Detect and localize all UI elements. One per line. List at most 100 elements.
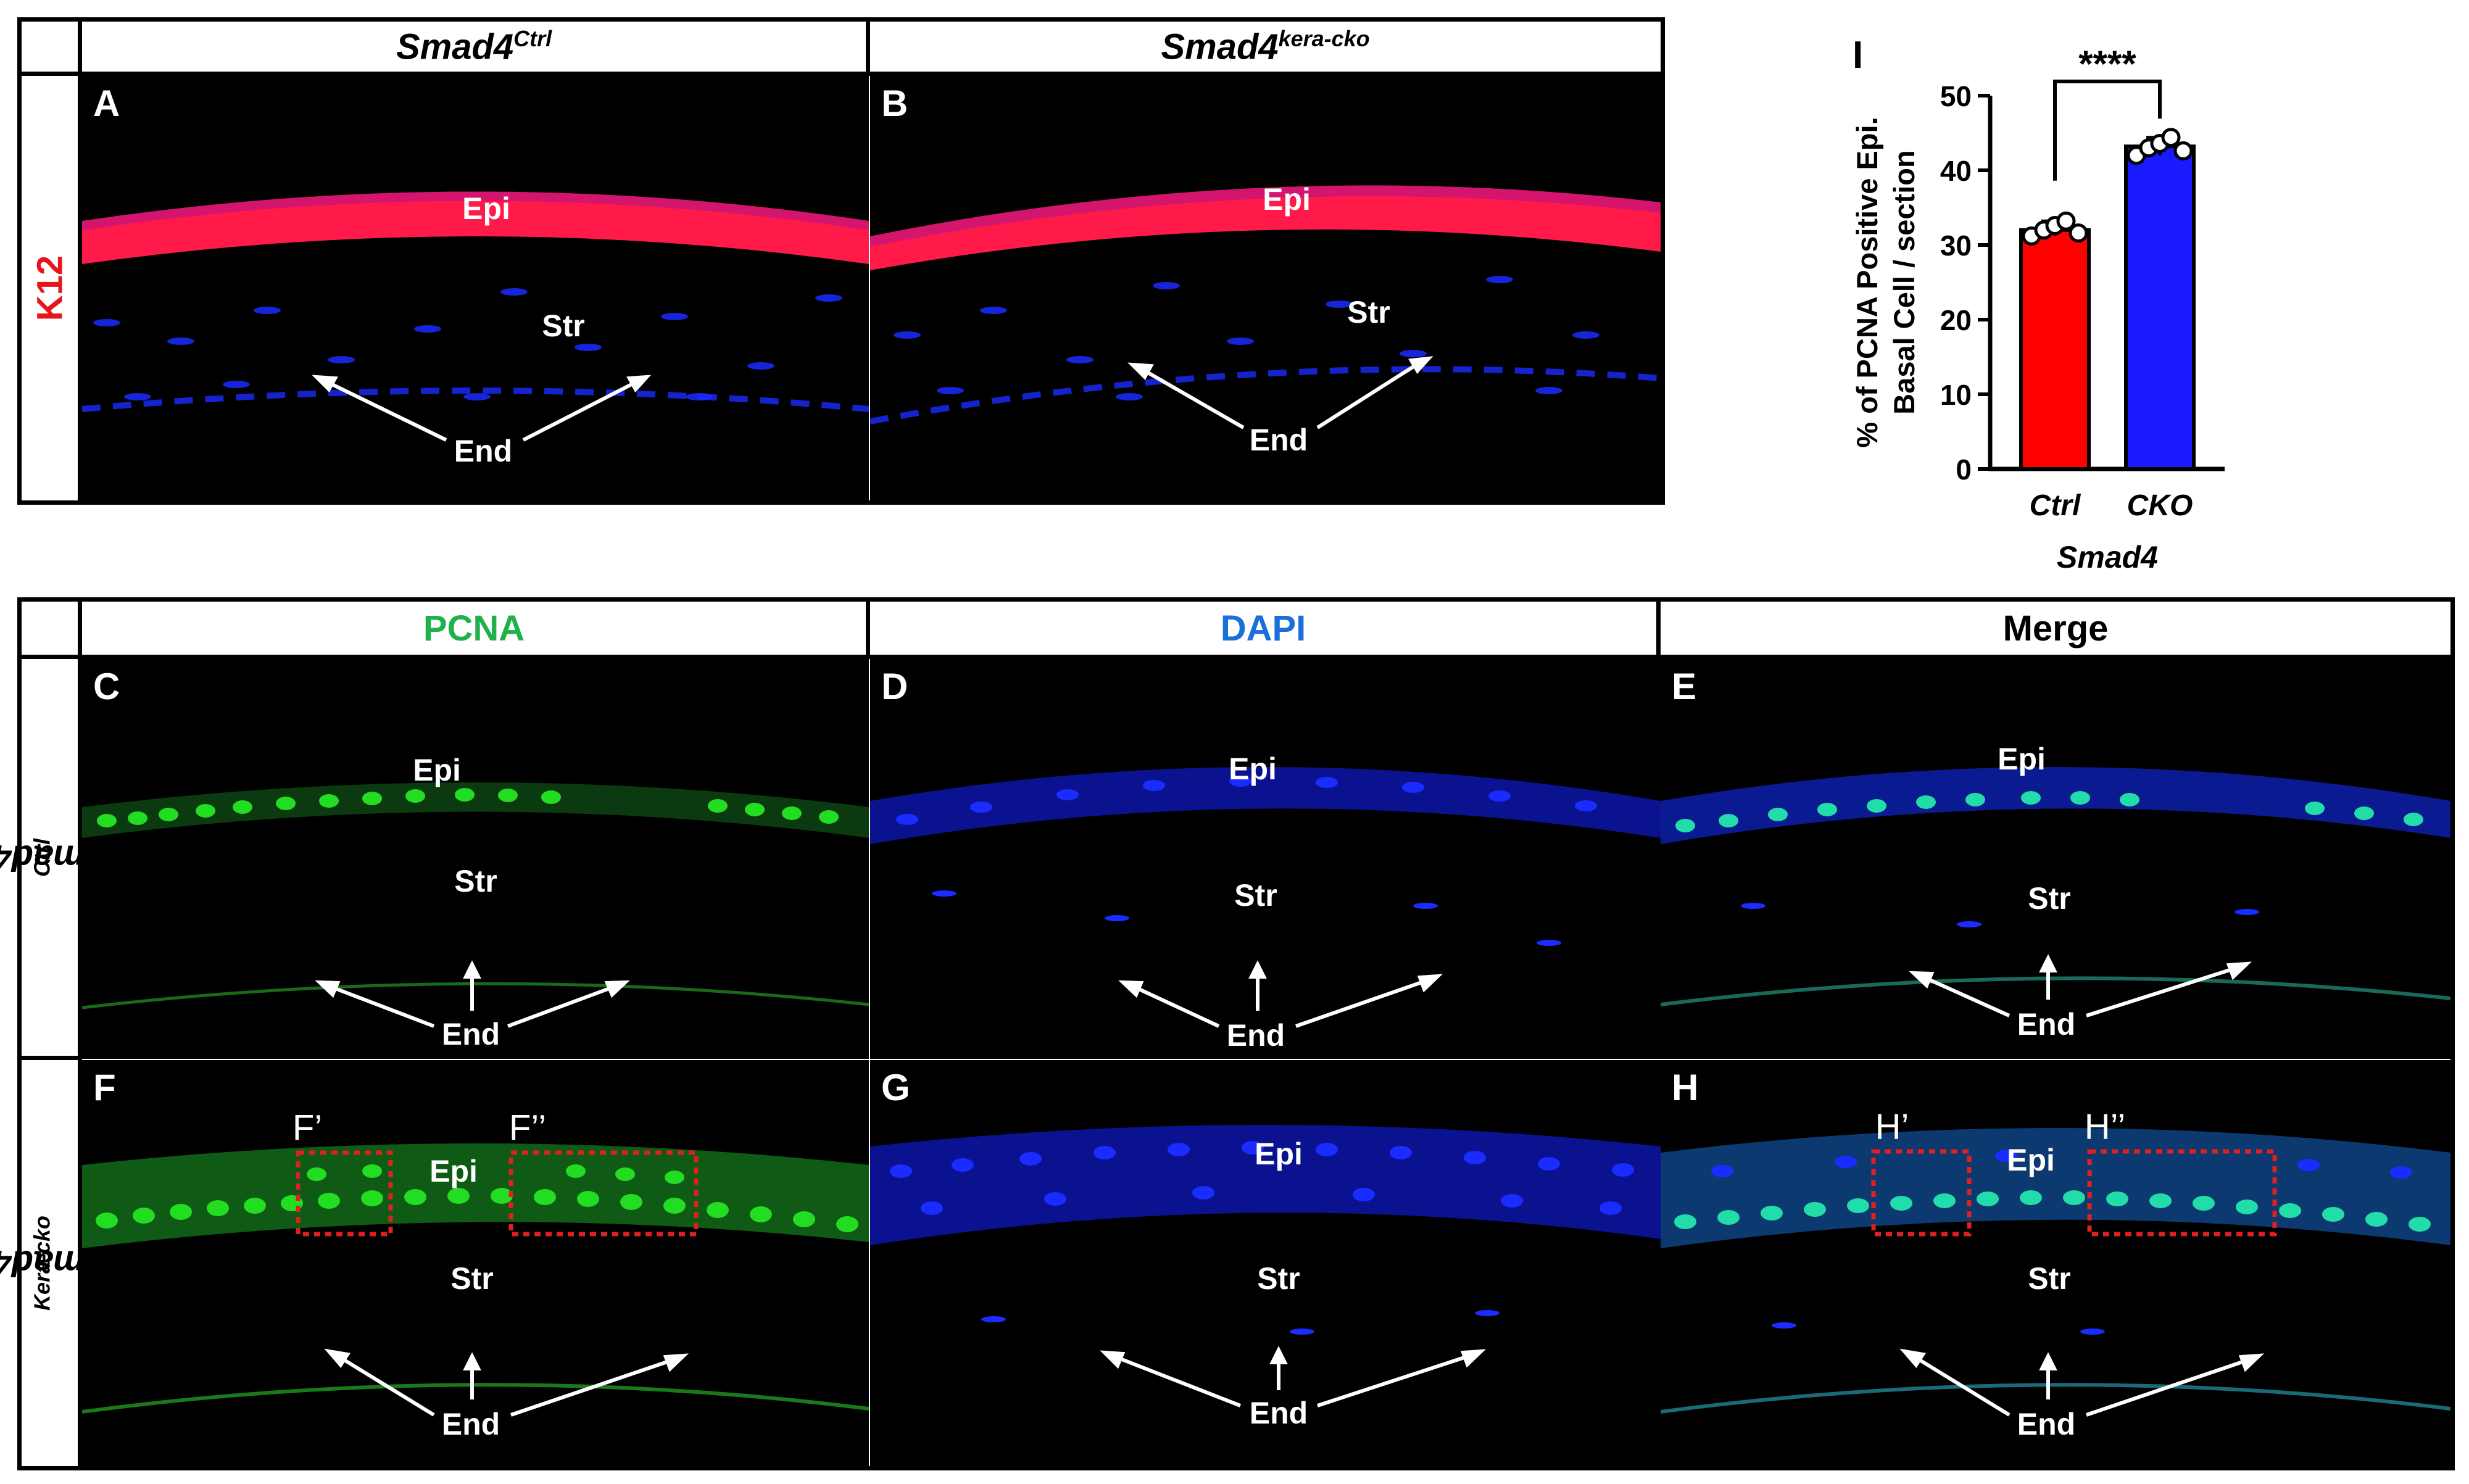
row-label-ctrl: Smad4 Ctrl xyxy=(0,837,109,878)
chart-y-tick-label: 40 xyxy=(1940,155,1972,187)
panel-f-tissue xyxy=(82,1143,869,1414)
panel-c-end-label: End xyxy=(441,1017,500,1051)
chart-x-tick-label: Ctrl xyxy=(2030,489,2081,522)
row-label-cko: Smad4 Kera-cko xyxy=(0,1216,109,1311)
panel-b-letter: B xyxy=(881,83,908,124)
panel-e-letter: E xyxy=(1672,666,1697,707)
header-pcna-text: PCNA xyxy=(423,608,525,649)
panel-d-image: D Epi Str End xyxy=(870,659,1661,1059)
panel-c-str-label: Str xyxy=(454,864,497,898)
panel-g-end-label: End xyxy=(1249,1396,1308,1430)
row-label-ctrl-cell: Smad4 Ctrl xyxy=(0,659,109,1060)
panel-h-str-label: Str xyxy=(2028,1261,2071,1296)
panel-f-epi-label: Epi xyxy=(429,1154,478,1188)
panel-d-epi-label: Epi xyxy=(1229,752,1277,786)
panel-e-str-label: Str xyxy=(2028,881,2071,916)
header-pcna: PCNA xyxy=(82,602,870,659)
panel-g-letter: G xyxy=(881,1067,910,1108)
panel-d-tissue xyxy=(870,767,1661,946)
top-header-ctrl: Smad4Ctrl xyxy=(82,22,870,76)
chart-data-point xyxy=(2069,223,2088,243)
chart-y-axis-label: % of PCNA Positive Epi. xyxy=(1851,117,1883,447)
panel-a-tissue xyxy=(82,191,869,412)
header-dapi-text: DAPI xyxy=(1220,608,1306,649)
panel-e-end-label: End xyxy=(2017,1007,2076,1042)
chart-svg: I 0 10 20 30 40 50 Ctrl CKO Smad4 **** % of PCNA Po… xyxy=(1851,34,2225,574)
panel-b-str-label: Str xyxy=(1347,295,1390,330)
top-header-cko: Smad4kera-cko xyxy=(870,22,1661,76)
chart-significance-label: **** xyxy=(2078,43,2136,85)
panel-h-end-label: End xyxy=(2017,1407,2076,1441)
top-corner-cell xyxy=(22,22,82,76)
panel-f-image: F F’ F’’ Epi Str End xyxy=(82,1060,869,1466)
k12-row-label: K12 xyxy=(30,255,70,321)
panel-d-end-arrows xyxy=(1118,960,1443,1028)
panel-c-epi-label: Epi xyxy=(413,753,461,787)
panel-h-letter: H xyxy=(1672,1067,1699,1108)
panel-a-image: A Epi Str End xyxy=(82,76,869,500)
panel-e-end-arrows xyxy=(1909,954,2252,1018)
panel-e-tissue xyxy=(1661,767,2450,1006)
panel-c-tissue xyxy=(82,782,869,1009)
panel-b-end-arrows xyxy=(1127,356,1434,429)
row-label-cko-cell: Smad4 Kera-cko xyxy=(0,1060,109,1466)
header-merge-text: Merge xyxy=(2002,608,2109,649)
header-dapi: DAPI xyxy=(870,602,1661,659)
panel-e-epi-label: Epi xyxy=(1998,742,2046,776)
panel-d-str-label: Str xyxy=(1234,878,1277,913)
panel-b-end-label: End xyxy=(1249,423,1308,457)
panel-g-str-label: Str xyxy=(1257,1261,1300,1296)
panel-h-epi-label: Epi xyxy=(2007,1143,2055,1177)
panel-a-epi-label: Epi xyxy=(462,191,510,226)
panel-f-end-arrows xyxy=(324,1348,689,1417)
panel-a-str-label: Str xyxy=(542,309,585,343)
panel-a-end-label: End xyxy=(454,434,513,468)
chart-data-point xyxy=(2056,211,2076,231)
panel-f-str-label: Str xyxy=(450,1261,494,1296)
top-header-cko-text: Smad4kera-cko xyxy=(1161,25,1370,67)
chart-x-group-label: Smad4 xyxy=(2057,540,2158,574)
panel-b-epi-label: Epi xyxy=(1263,182,1311,217)
panel-g-epi-label: Epi xyxy=(1255,1137,1303,1171)
panel-f-inset1-label: F’ xyxy=(292,1108,323,1148)
panel-h-tissue xyxy=(1661,1128,2450,1414)
panel-e-image: E Epi Str End xyxy=(1661,659,2450,1059)
panel-g-end-arrows xyxy=(1100,1346,1487,1407)
top-header-ctrl-text: Smad4Ctrl xyxy=(396,25,552,67)
chart-y-tick-label: 50 xyxy=(1940,80,1972,112)
panel-h-image: H H’ H’’ Epi Str End xyxy=(1661,1060,2450,1466)
top-row-label-cell: K12 xyxy=(22,76,82,500)
chart-y-axis-label: Basal Cell / section xyxy=(1888,150,1920,414)
panel-a-end-arrows xyxy=(312,375,652,442)
chart-significance-bracket xyxy=(2053,80,2162,181)
panel-d-end-label: End xyxy=(1226,1018,1285,1053)
panel-h-end-arrows xyxy=(1899,1348,2265,1417)
chart-bar-ctrl xyxy=(2019,228,2091,471)
panel-d-letter: D xyxy=(881,666,908,707)
chart-data-point xyxy=(2173,141,2193,161)
chart-data-point xyxy=(2161,128,2181,147)
panel-b-image: B Epi Str End xyxy=(870,76,1661,500)
panel-f-inset2-label: F’’ xyxy=(508,1108,547,1148)
panel-h-inset1-label: H’ xyxy=(1875,1106,1909,1147)
panel-f-letter: F xyxy=(93,1067,116,1108)
panel-f-end-label: End xyxy=(441,1407,500,1441)
chart-x-tick-label: CKO xyxy=(2127,489,2193,522)
panel-g-tissue xyxy=(870,1125,1661,1335)
chart-panel-letter: I xyxy=(1853,34,1863,77)
panel-h-inset2-label: H’’ xyxy=(2084,1106,2126,1147)
panel-i-chart: I 0 10 20 30 40 50 Ctrl CKO Smad4 **** % of PCNA Po… xyxy=(1839,31,2271,586)
bottom-corner-cell xyxy=(22,602,82,659)
chart-bar-cko xyxy=(2124,144,2196,471)
panel-c-letter: C xyxy=(93,666,120,707)
header-merge: Merge xyxy=(1661,602,2450,659)
panel-c-end-arrows xyxy=(315,960,630,1028)
chart-y-tick-label: 20 xyxy=(1940,304,1972,336)
chart-y-tick-label: 0 xyxy=(1956,454,1972,486)
panel-b-tissue xyxy=(870,185,1661,425)
panel-c-image: C Epi Str End xyxy=(82,659,869,1059)
panel-g-image: G Epi Str End xyxy=(870,1060,1661,1466)
panel-a-letter: A xyxy=(93,83,120,124)
chart-y-tick-label: 30 xyxy=(1940,230,1972,262)
chart-y-tick-label: 10 xyxy=(1940,379,1972,411)
